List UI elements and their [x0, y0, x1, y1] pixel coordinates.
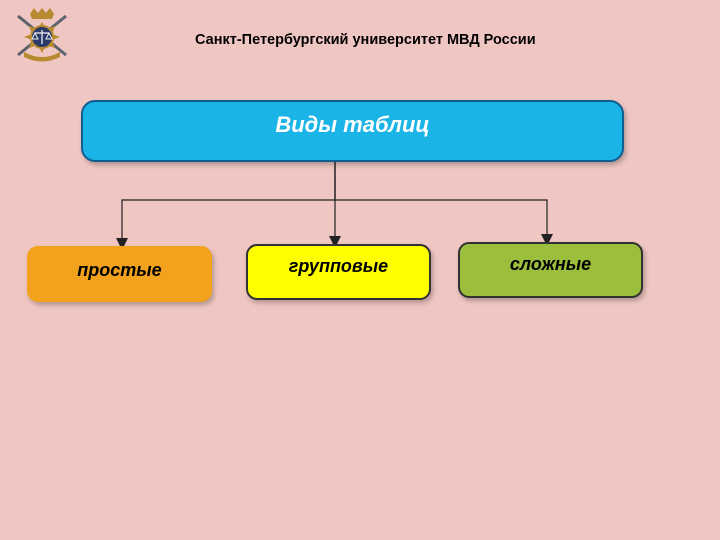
ribbon-icon — [24, 52, 60, 62]
leaf-label: сложные — [510, 254, 591, 275]
university-emblem — [8, 8, 76, 63]
title-box: Виды таблиц — [81, 100, 624, 162]
slide-header-title: Санкт-Петербургский университет МВД Росс… — [195, 32, 536, 48]
leaf-label: простые — [77, 260, 161, 281]
title-text: Виды таблиц — [275, 112, 429, 138]
leaf-box-simple: простые — [27, 246, 212, 302]
crown-icon — [30, 8, 54, 19]
leaf-box-complex: сложные — [458, 242, 643, 298]
leaf-label: групповые — [289, 256, 388, 277]
leaf-box-group: групповые — [246, 244, 431, 300]
